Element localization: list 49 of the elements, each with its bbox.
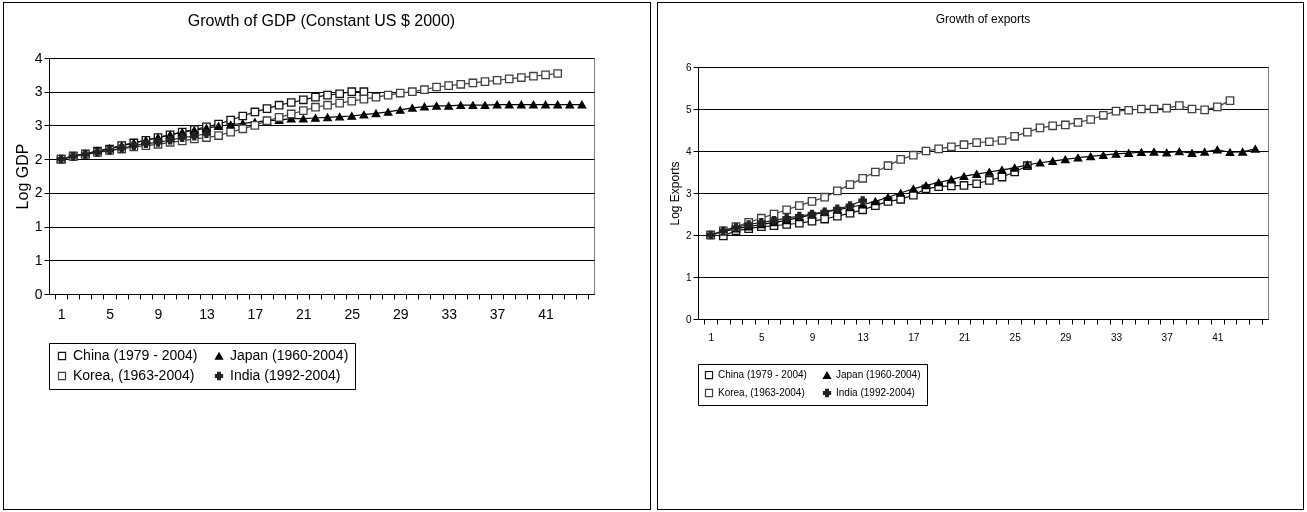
y-tick-label: 2 (34, 184, 43, 201)
x-tick-label: 5 (106, 305, 115, 322)
x-tick-label: 25 (344, 305, 361, 322)
x-tick-label: 41 (538, 305, 555, 322)
x-tick-label: 9 (154, 305, 163, 322)
y-axis-title: Log Exports (667, 161, 682, 226)
y-tick-label: 4 (685, 145, 692, 157)
x-tick-label: 1 (707, 331, 714, 343)
legend-label: Japan (1960-2004) (835, 369, 921, 381)
y-tick-label: 3 (34, 116, 43, 133)
x-tick-label: 33 (1110, 331, 1122, 343)
y-tick-label: 1 (34, 251, 43, 268)
y-tick-label: 0 (34, 285, 43, 302)
x-tick-label: 9 (809, 331, 816, 343)
x-tick-label: 13 (199, 305, 215, 322)
y-tick-label: 3 (34, 83, 43, 100)
x-tick-label: 37 (1161, 331, 1173, 343)
y-tick-label: 2 (685, 229, 692, 241)
x-tick-label: 33 (441, 305, 458, 322)
y-tick-label: 5 (685, 103, 692, 115)
x-tick-label: 1 (57, 305, 66, 322)
x-tick-label: 17 (247, 305, 264, 322)
x-tick-label: 13 (857, 331, 869, 343)
x-tick-label: 29 (392, 305, 409, 322)
x-tick-label: 25 (1009, 331, 1021, 343)
y-axis-title: Log GDP (13, 143, 31, 210)
y-tick-label: 4 (34, 49, 43, 66)
y-tick-label: 1 (685, 271, 692, 283)
y-tick-label: 0 (685, 313, 692, 325)
chart-title: Growth of GDP (Constant US $ 2000) (187, 12, 456, 29)
legend-label: China (1979 - 2004) (73, 347, 198, 363)
legend-label: India (1992-2004) (835, 387, 915, 398)
y-tick-label: 2 (34, 150, 43, 167)
x-tick-label: 29 (1059, 331, 1072, 343)
x-tick-label: 37 (489, 305, 506, 322)
legend-label: Korea, (1963-2004) (73, 367, 195, 383)
x-tick-label: 41 (1211, 331, 1224, 343)
legend-label: India (1992-2004) (230, 367, 341, 383)
legend-label: China (1979 - 2004) (717, 369, 807, 381)
legend-label: Japan (1960-2004) (230, 347, 349, 363)
y-tick-label: 3 (685, 187, 692, 199)
x-tick-label: 5 (758, 331, 765, 343)
x-tick-label: 21 (958, 331, 970, 343)
y-tick-label: 6 (685, 61, 692, 73)
x-tick-label: 17 (907, 331, 920, 343)
y-tick-label: 1 (34, 218, 43, 235)
x-tick-label: 21 (296, 305, 312, 322)
legend-label: Korea, (1963-2004) (717, 387, 805, 398)
chart-title: Growth of exports (935, 12, 1030, 26)
